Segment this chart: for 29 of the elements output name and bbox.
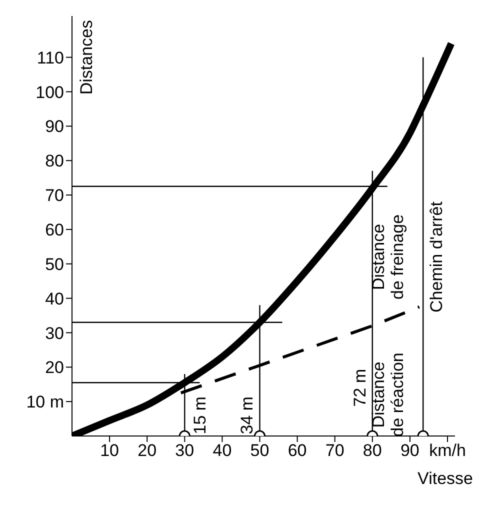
x-tick-label: 90	[400, 441, 420, 460]
y-tick-label: 110	[36, 48, 64, 68]
x-tick-label: 80	[362, 441, 382, 460]
annotation: 15 m	[190, 396, 210, 434]
annotation: 34 m	[238, 396, 257, 434]
x-tick-label: 60	[288, 441, 307, 460]
y-tick-label: 30	[45, 324, 64, 343]
y-tick-label: 90	[45, 117, 64, 136]
y-tick-label: 80	[45, 152, 64, 171]
annotation: Distance de freinage	[368, 214, 407, 300]
y-tick-label: 60	[45, 220, 64, 240]
annotation: Chemin d'arrêt	[427, 201, 446, 312]
x-tick-label: km/h	[429, 441, 466, 460]
x-tick-label: 10	[100, 441, 120, 460]
y-tick-label: 40	[45, 289, 64, 308]
x-tick-label: 30	[175, 441, 194, 460]
y-tick-label: 10 m	[26, 392, 64, 412]
y-tick-label: 70	[45, 186, 64, 206]
annotation: 72 m	[350, 368, 370, 407]
y-tick-label: 20	[45, 358, 64, 378]
x-tick-label: 20	[138, 441, 157, 460]
x-tick-label: 70	[325, 441, 344, 460]
y-tick-label: 100	[36, 82, 64, 102]
y-axis-title: Distances	[77, 20, 96, 95]
x-tick-label: 50	[250, 441, 270, 460]
y-tick-label: 50	[45, 254, 64, 274]
x-tick-label: 40	[212, 441, 232, 460]
x-axis-title: Vitesse	[418, 469, 473, 488]
annotation: Distance de réaction	[368, 352, 407, 437]
